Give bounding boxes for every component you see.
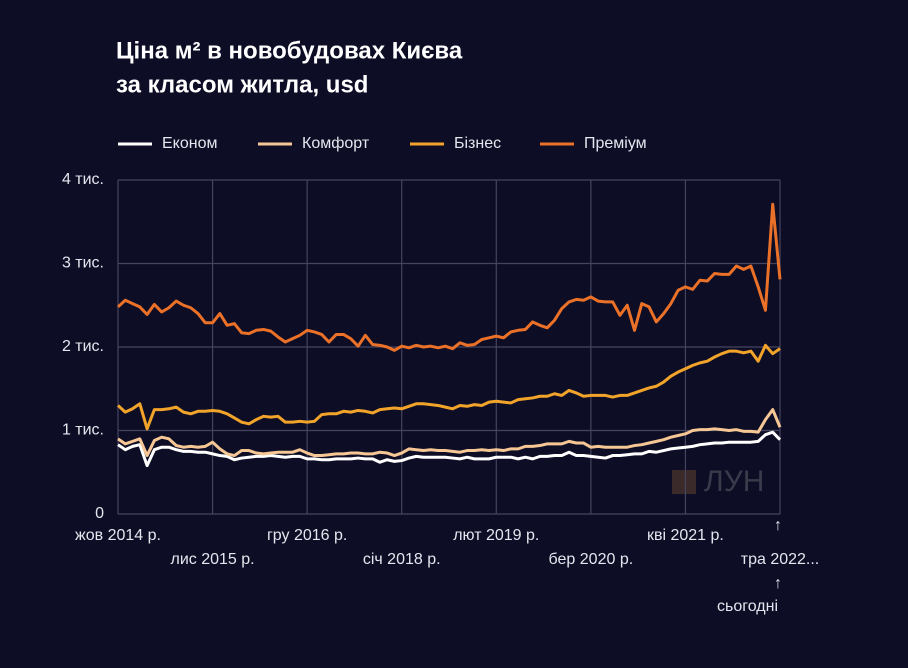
legend-label: Преміум xyxy=(584,135,647,152)
series-line xyxy=(117,430,782,468)
y-tick-label: 1 тис. xyxy=(62,422,104,439)
y-tick-label: 3 тис. xyxy=(62,255,104,272)
y-tick-label: 4 тис. xyxy=(62,171,104,188)
y-tick-label: 0 xyxy=(95,505,104,522)
series-line xyxy=(116,343,781,431)
chart-title: за класом житла, usd xyxy=(116,71,368,98)
y-tick-label: 2 тис. xyxy=(62,338,104,355)
x-tick-label: тра 2022... xyxy=(741,551,820,568)
series-line xyxy=(116,202,782,352)
annotation: сьогодні xyxy=(717,598,778,615)
legend-label: Бізнес xyxy=(454,135,501,152)
x-tick-label: гру 2016 р. xyxy=(267,527,347,544)
legend-label: Економ xyxy=(162,135,217,152)
legend-label: Комфорт xyxy=(302,135,370,152)
annotation: ↑ xyxy=(774,575,782,592)
x-tick-label: лют 2019 р. xyxy=(453,527,539,544)
x-tick-label: лис 2015 р. xyxy=(171,551,255,568)
x-tick-label: бер 2020 р. xyxy=(549,551,634,568)
x-tick-label: кві 2021 р. xyxy=(647,527,724,544)
chart-title: Ціна м² в новобудовах Києва xyxy=(116,37,463,64)
x-tick-label: січ 2018 р. xyxy=(363,551,441,568)
watermark-icon xyxy=(672,470,696,494)
watermark: ЛУН xyxy=(704,465,764,498)
x-tick-label: жов 2014 р. xyxy=(75,527,161,544)
annotation: ↑ xyxy=(774,517,782,534)
series-line xyxy=(117,408,782,458)
